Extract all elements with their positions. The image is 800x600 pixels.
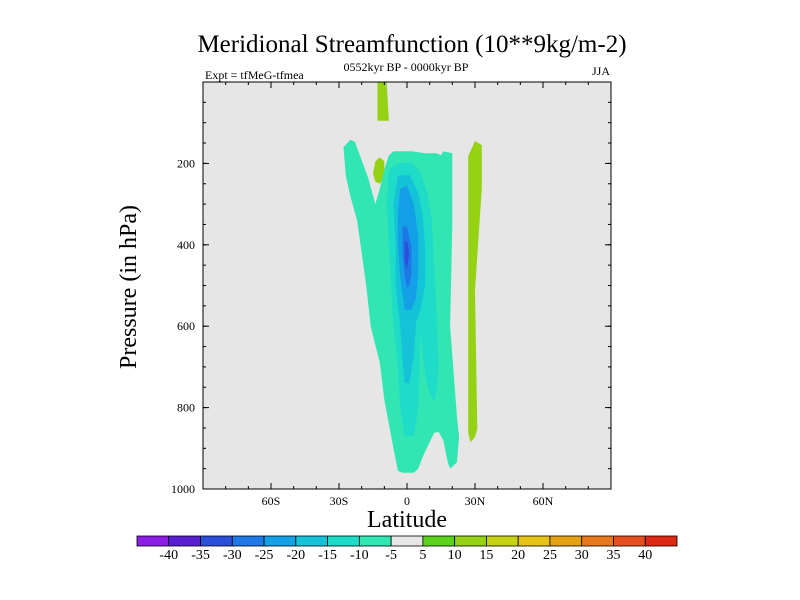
contour-positive-30n-band [468,141,482,443]
colorbar-label: 5 [419,548,426,563]
x-tick-label: 30N [465,494,486,508]
experiment-label: Expt = tfMeG-tfmea [205,68,304,82]
colorbar-label: 20 [511,548,525,563]
season-label: JJA [592,64,610,78]
colorbar-label: 35 [606,548,620,563]
colorbar-swatch [327,535,360,547]
colorbar-label: -30 [223,548,242,563]
colorbar-swatch [454,535,487,547]
colorbar-swatch [231,535,265,547]
colorbar-label: 25 [543,548,557,563]
colorbar-label: -40 [159,548,178,563]
y-tick-label: 800 [177,401,195,415]
colorbar-label: 15 [479,548,493,563]
colorbar-swatch [295,535,328,547]
colorbar-swatch [644,535,678,547]
colorbar-swatch [136,535,170,547]
colorbar-label: -15 [318,548,337,563]
colorbar-label: -20 [286,548,305,563]
chart-title: Meridional Streamfunction (10**9kg/m-2) [197,31,626,58]
colorbar-swatch [422,535,456,547]
y-tick-label: 200 [177,156,195,170]
y-tick-label: 400 [177,238,195,252]
contour-positive-upper-tongue [377,82,389,121]
x-tick-label: 30S [330,494,349,508]
contour-negative-core [404,240,410,270]
colorbar-swatch [200,535,233,547]
colorbar-swatch [581,535,614,547]
colorbar-swatch [390,535,424,547]
x-tick-label: 60N [533,494,554,508]
colorbar-label: 40 [638,548,652,563]
x-axis-title: Latitude [367,507,447,533]
colorbar-swatch [517,535,551,547]
y-tick-label: 1000 [171,482,195,496]
colorbar-label: 10 [448,548,462,563]
colorbar: -40 -35 -30 -25 -20 -15 -10 -5 5 10 15 20 25 30 35 40 [136,535,678,563]
colorbar-swatch [358,535,392,547]
colorbar-label: 30 [575,548,589,563]
contour-layer [343,82,482,473]
y-tick-label: 600 [177,319,195,333]
colorbar-swatch [168,535,201,547]
plot-frame [202,81,612,490]
colorbar-swatch [613,535,646,547]
colorbar-label: -10 [350,548,369,563]
colorbar-label: -25 [255,548,274,563]
colorbar-swatch [549,535,583,547]
x-tick-label: 0 [404,494,410,508]
contour-positive-small-blob [373,157,385,184]
colorbar-label: -5 [385,548,397,563]
colorbar-swatch [486,535,519,547]
y-axis-title: Pressure (in hPa) [116,205,142,369]
colorbar-swatch [263,535,297,547]
time-range-label: 0552kyr BP - 0000kyr BP [344,60,469,74]
x-tick-label: 60S [262,494,281,508]
colorbar-label: -35 [191,548,210,563]
